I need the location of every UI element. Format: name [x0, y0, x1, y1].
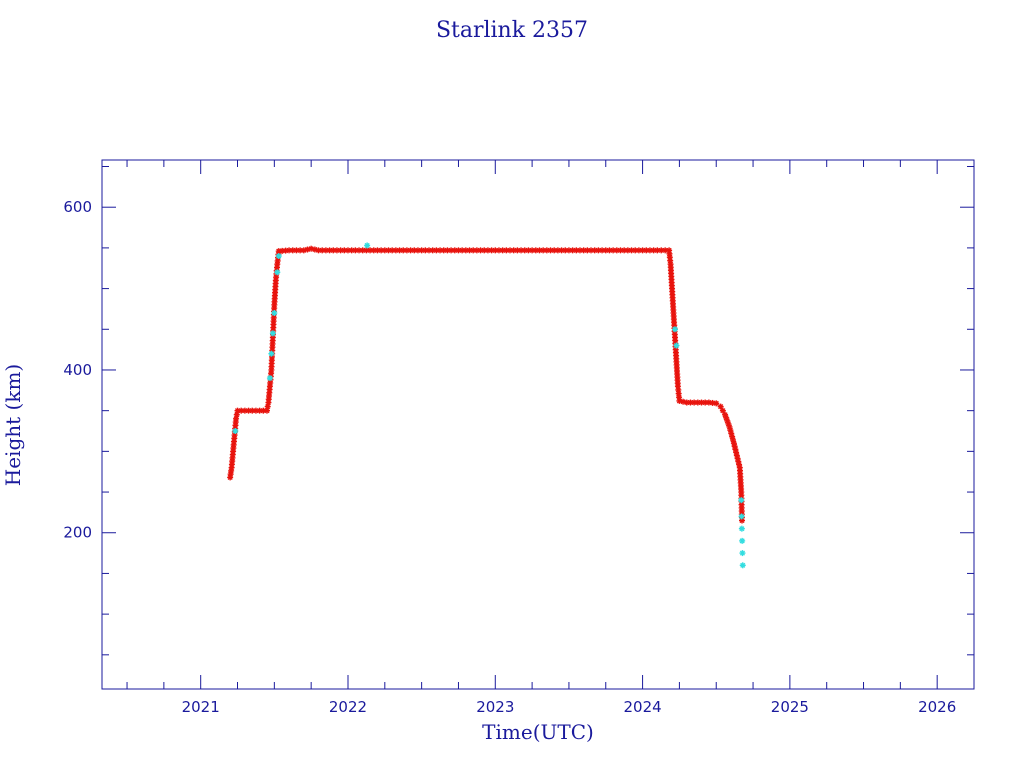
data-point-secondary — [738, 513, 745, 520]
data-point-primary — [658, 247, 665, 254]
data-point-primary — [264, 403, 271, 410]
y-axis-label: Height (km) — [1, 364, 25, 486]
plot-area — [101, 159, 975, 690]
data-point-secondary — [266, 375, 273, 382]
data-point-secondary — [271, 310, 278, 317]
data-point-secondary — [274, 269, 281, 276]
chart-title: Starlink 2357 — [436, 18, 588, 43]
x-tick-label: 2024 — [623, 698, 661, 716]
data-points — [227, 242, 746, 569]
data-point-secondary — [275, 253, 282, 260]
data-point-secondary — [738, 525, 745, 532]
data-point-secondary — [738, 497, 745, 504]
data-point-secondary — [739, 562, 746, 569]
data-point-primary — [717, 403, 724, 410]
x-tick-label: 2022 — [329, 698, 367, 716]
x-tick-label: 2025 — [771, 698, 809, 716]
data-point-secondary — [671, 326, 678, 333]
data-point-secondary — [739, 550, 746, 557]
data-point-primary — [713, 400, 720, 407]
plot-frame — [101, 159, 975, 690]
series-connectors — [229, 248, 743, 521]
y-tick-label: 400 — [63, 361, 92, 379]
y-tick-labels: 200 400 600 — [63, 198, 92, 542]
data-point-secondary — [232, 428, 239, 435]
x-tick-label: 2026 — [918, 698, 956, 716]
x-tick-labels: 2021 2022 2023 2024 2025 2026 — [182, 698, 957, 716]
x-tick-label: 2023 — [476, 698, 514, 716]
data-point-secondary — [364, 242, 371, 249]
x-axis-label: Time(UTC) — [482, 720, 594, 744]
axis-ticks — [102, 160, 975, 689]
y-tick-label: 200 — [63, 524, 92, 542]
data-point-secondary — [673, 342, 680, 349]
data-point-secondary — [269, 330, 276, 337]
data-point-secondary — [268, 350, 275, 357]
data-point-primary — [719, 407, 726, 414]
x-tick-label: 2021 — [182, 698, 220, 716]
y-tick-label: 600 — [63, 198, 92, 216]
data-point-secondary — [739, 537, 746, 544]
series-connector-line — [229, 248, 743, 521]
